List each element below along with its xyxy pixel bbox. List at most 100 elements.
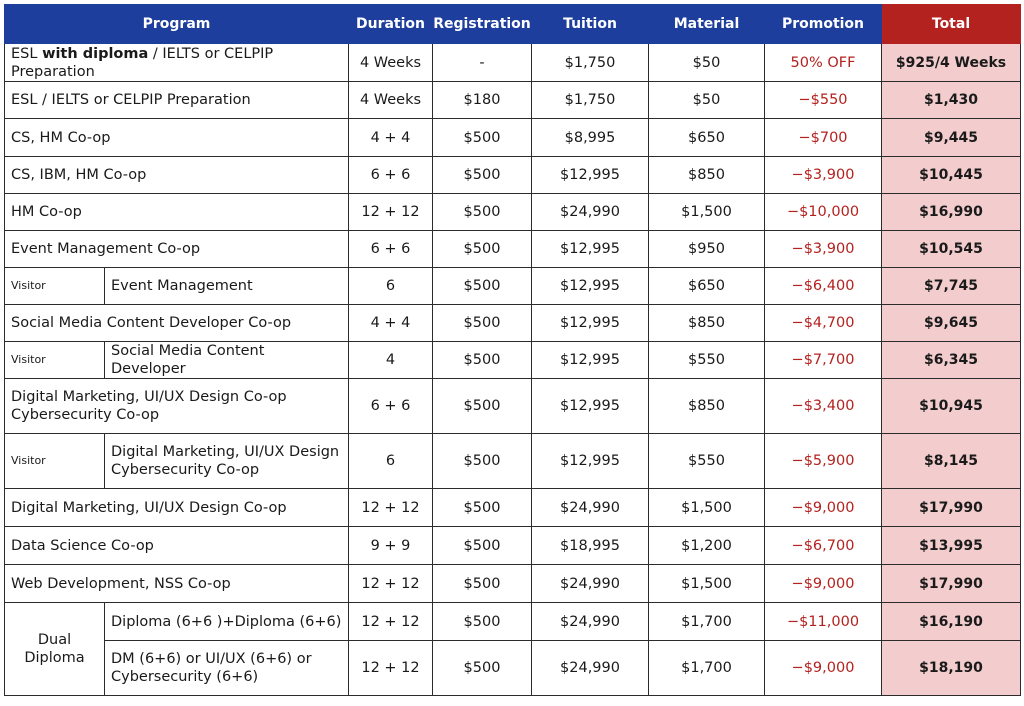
tuition-cell: $24,990 — [531, 488, 649, 527]
material-cell: $1,500 — [648, 564, 765, 603]
duration-cell: 12 + 12 — [348, 193, 433, 231]
header-material: Material — [648, 4, 765, 44]
header-total: Total — [881, 4, 1021, 44]
promotion-cell: −$11,000 — [764, 602, 882, 641]
material-cell: $850 — [648, 304, 765, 342]
promotion-cell: −$6,400 — [764, 267, 882, 305]
promotion-cell: −$3,900 — [764, 230, 882, 268]
total-cell: $16,190 — [881, 602, 1021, 641]
registration-cell: $180 — [432, 81, 532, 119]
material-cell: $550 — [648, 433, 765, 489]
table-row: Visitor Event Management 6 $500 $12,995 … — [4, 267, 1021, 305]
duration-cell: 6 — [348, 267, 433, 305]
program-text: ESL — [11, 45, 43, 62]
total-cell: $1,430 — [881, 81, 1021, 119]
material-cell: $50 — [648, 43, 765, 82]
registration-cell: $500 — [432, 526, 532, 565]
program-cell: Digital Marketing, UI/UX Design Co-op — [4, 488, 349, 527]
promotion-cell: −$9,000 — [764, 488, 882, 527]
promotion-cell: −$10,000 — [764, 193, 882, 231]
total-cell: $18,190 — [881, 640, 1021, 696]
total-cell: $9,645 — [881, 304, 1021, 342]
material-cell: $1,500 — [648, 193, 765, 231]
program-line: Cybersecurity (6+6) — [111, 669, 259, 685]
tuition-cell: $8,995 — [531, 118, 649, 157]
program-cell: Event Management Co-op — [4, 230, 349, 268]
promotion-cell: −$9,000 — [764, 640, 882, 696]
duration-cell: 6 + 6 — [348, 230, 433, 268]
header-tuition: Tuition — [531, 4, 649, 44]
duration-cell: 12 + 12 — [348, 564, 433, 603]
tuition-cell: $12,995 — [531, 230, 649, 268]
material-cell: $50 — [648, 81, 765, 119]
total-cell: $17,990 — [881, 564, 1021, 603]
duration-cell: 12 + 12 — [348, 640, 433, 696]
material-cell: $1,700 — [648, 640, 765, 696]
registration-cell: $500 — [432, 304, 532, 342]
group-line: Dual — [37, 632, 72, 648]
total-cell: $7,745 — [881, 267, 1021, 305]
total-cell: $6,345 — [881, 341, 1021, 379]
price-table: Program Duration Registration Tuition Ma… — [4, 4, 1021, 696]
table-row: Visitor Social Media Content Developer 4… — [4, 341, 1021, 379]
material-cell: $650 — [648, 118, 765, 157]
program-cell: ESL with diploma / IELTS or CELPIP Prepa… — [4, 43, 349, 82]
registration-cell: $500 — [432, 378, 532, 434]
registration-cell: $500 — [432, 118, 532, 157]
tuition-cell: $18,995 — [531, 526, 649, 565]
program-cell: CS, HM Co-op — [4, 118, 349, 157]
registration-cell: $500 — [432, 267, 532, 305]
tuition-cell: $12,995 — [531, 304, 649, 342]
total-cell: $17,990 — [881, 488, 1021, 527]
registration-cell: $500 — [432, 341, 532, 379]
tuition-cell: $12,995 — [531, 378, 649, 434]
registration-cell: $500 — [432, 193, 532, 231]
table-row: Visitor Digital Marketing, UI/UX Design C… — [4, 433, 1021, 489]
tuition-cell: $12,995 — [531, 156, 649, 194]
program-cell: HM Co-op — [4, 193, 349, 231]
program-line: Cybersecurity Co-op — [111, 462, 260, 478]
program-line: DM (6+6) or UI/UX (6+6) or — [111, 651, 312, 667]
material-cell: $850 — [648, 378, 765, 434]
promotion-cell: −$4,700 — [764, 304, 882, 342]
registration-cell: - — [432, 43, 532, 82]
table-row: Social Media Content Developer Co-op 4 +… — [4, 304, 1021, 342]
dual-diploma-label: Dual Diploma — [4, 602, 105, 696]
program-line: Digital Marketing, UI/UX Design — [111, 444, 340, 460]
program-cell: CS, IBM, HM Co-op — [4, 156, 349, 194]
program-text: / IELTS or CELPIP Preparation — [11, 45, 274, 80]
table-row: ESL / IELTS or CELPIP Preparation 4 Week… — [4, 81, 1021, 119]
table-row: CS, IBM, HM Co-op 6 + 6 $500 $12,995 $85… — [4, 156, 1021, 194]
header-promotion: Promotion — [764, 4, 882, 44]
header-program: Program — [4, 4, 349, 44]
duration-cell: 4 Weeks — [348, 43, 433, 82]
header-row: Program Duration Registration Tuition Ma… — [4, 4, 1021, 44]
duration-cell: 4 — [348, 341, 433, 379]
program-cell: Web Development, NSS Co-op — [4, 564, 349, 603]
program-emphasis: with diploma — [42, 45, 149, 62]
duration-cell: 4 + 4 — [348, 118, 433, 157]
duration-cell: 6 + 6 — [348, 378, 433, 434]
tuition-cell: $1,750 — [531, 43, 649, 82]
promotion-cell: −$550 — [764, 81, 882, 119]
duration-cell: 9 + 9 — [348, 526, 433, 565]
program-cell: Data Science Co-op — [4, 526, 349, 565]
program-cell: Digital Marketing, UI/UX Design Cybersecu… — [104, 433, 349, 489]
table-row: ESL with diploma / IELTS or CELPIP Prepa… — [4, 43, 1021, 82]
table-row: Event Management Co-op 6 + 6 $500 $12,99… — [4, 230, 1021, 268]
total-cell: $9,445 — [881, 118, 1021, 157]
registration-cell: $500 — [432, 488, 532, 527]
duration-cell: 6 + 6 — [348, 156, 433, 194]
total-cell: $13,995 — [881, 526, 1021, 565]
program-cell: ESL / IELTS or CELPIP Preparation — [4, 81, 349, 119]
table-row: Digital Marketing, UI/UX Design Co-op Cyb… — [4, 378, 1021, 434]
table-row: CS, HM Co-op 4 + 4 $500 $8,995 $650 −$70… — [4, 118, 1021, 157]
header-duration: Duration — [348, 4, 433, 44]
visitor-label: Visitor — [4, 267, 105, 305]
total-cell: $8,145 — [881, 433, 1021, 489]
program-line: Digital Marketing, UI/UX Design Co-op — [11, 389, 287, 405]
header-registration: Registration — [432, 4, 532, 44]
table-row: DM (6+6) or UI/UX (6+6) or Cybersecurity … — [5, 640, 1021, 696]
program-cell: Social Media Content Developer Co-op — [4, 304, 349, 342]
program-cell: Diploma (6+6 )+Diploma (6+6) — [104, 602, 349, 641]
